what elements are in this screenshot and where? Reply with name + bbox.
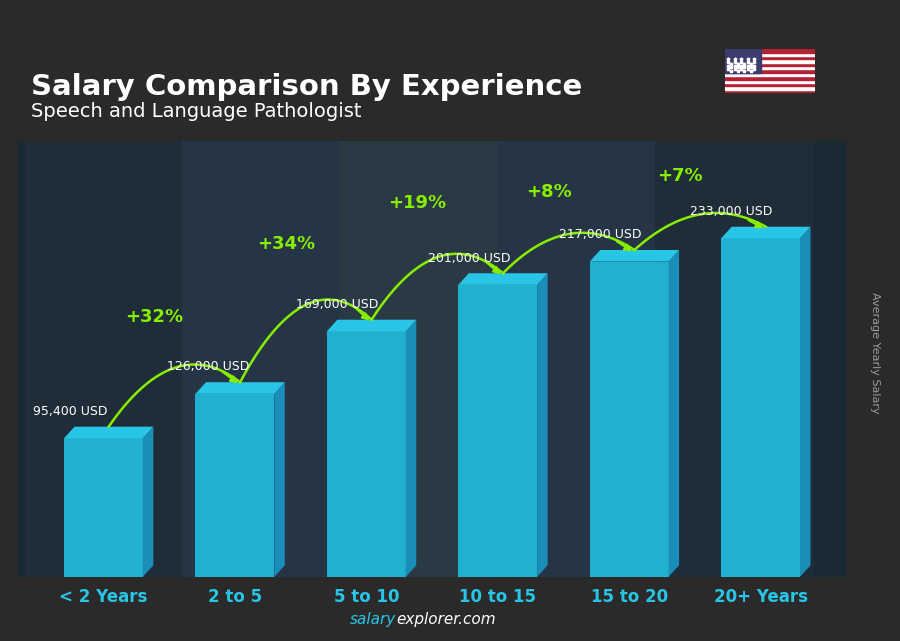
- Bar: [724, 53, 814, 56]
- Text: explorer.com: explorer.com: [396, 612, 496, 627]
- Polygon shape: [721, 227, 811, 238]
- Bar: [183, 141, 340, 577]
- Bar: [724, 87, 814, 90]
- Bar: [498, 141, 655, 577]
- Bar: [724, 76, 814, 79]
- Text: 169,000 USD: 169,000 USD: [296, 298, 379, 311]
- FancyBboxPatch shape: [721, 238, 800, 577]
- Text: 201,000 USD: 201,000 USD: [428, 251, 510, 265]
- Bar: [724, 56, 814, 60]
- Text: +8%: +8%: [526, 183, 572, 201]
- Polygon shape: [458, 273, 548, 285]
- Bar: [724, 69, 814, 73]
- Text: 126,000 USD: 126,000 USD: [167, 360, 250, 374]
- Text: +32%: +32%: [126, 308, 184, 326]
- FancyBboxPatch shape: [458, 285, 537, 577]
- Polygon shape: [274, 382, 284, 577]
- Bar: [340, 141, 498, 577]
- Polygon shape: [195, 382, 284, 394]
- Polygon shape: [669, 250, 680, 577]
- FancyBboxPatch shape: [195, 394, 274, 577]
- Text: Speech and Language Pathologist: Speech and Language Pathologist: [32, 102, 362, 121]
- Text: Average Yearly Salary: Average Yearly Salary: [869, 292, 880, 413]
- Polygon shape: [537, 273, 548, 577]
- Polygon shape: [406, 320, 416, 577]
- Bar: [724, 90, 814, 93]
- Bar: [724, 49, 814, 53]
- Text: +7%: +7%: [658, 167, 703, 185]
- Text: salary: salary: [350, 612, 396, 627]
- Text: +19%: +19%: [389, 194, 446, 212]
- Bar: [724, 79, 814, 83]
- Bar: [724, 83, 814, 87]
- FancyBboxPatch shape: [590, 262, 669, 577]
- Text: +34%: +34%: [257, 235, 315, 253]
- Bar: [724, 60, 814, 63]
- FancyBboxPatch shape: [64, 438, 143, 577]
- Bar: [24, 141, 183, 577]
- Polygon shape: [590, 250, 680, 262]
- Polygon shape: [800, 227, 811, 577]
- Bar: [724, 66, 814, 69]
- Polygon shape: [327, 320, 416, 331]
- Bar: [724, 63, 814, 66]
- Text: 217,000 USD: 217,000 USD: [559, 228, 642, 241]
- Polygon shape: [64, 427, 153, 438]
- Bar: [724, 49, 760, 73]
- FancyBboxPatch shape: [327, 331, 406, 577]
- Text: Salary Comparison By Experience: Salary Comparison By Experience: [32, 74, 582, 101]
- Polygon shape: [143, 427, 153, 577]
- Bar: [724, 73, 814, 76]
- Text: 233,000 USD: 233,000 USD: [690, 205, 773, 218]
- Text: 95,400 USD: 95,400 USD: [33, 405, 108, 418]
- Bar: [655, 141, 813, 577]
